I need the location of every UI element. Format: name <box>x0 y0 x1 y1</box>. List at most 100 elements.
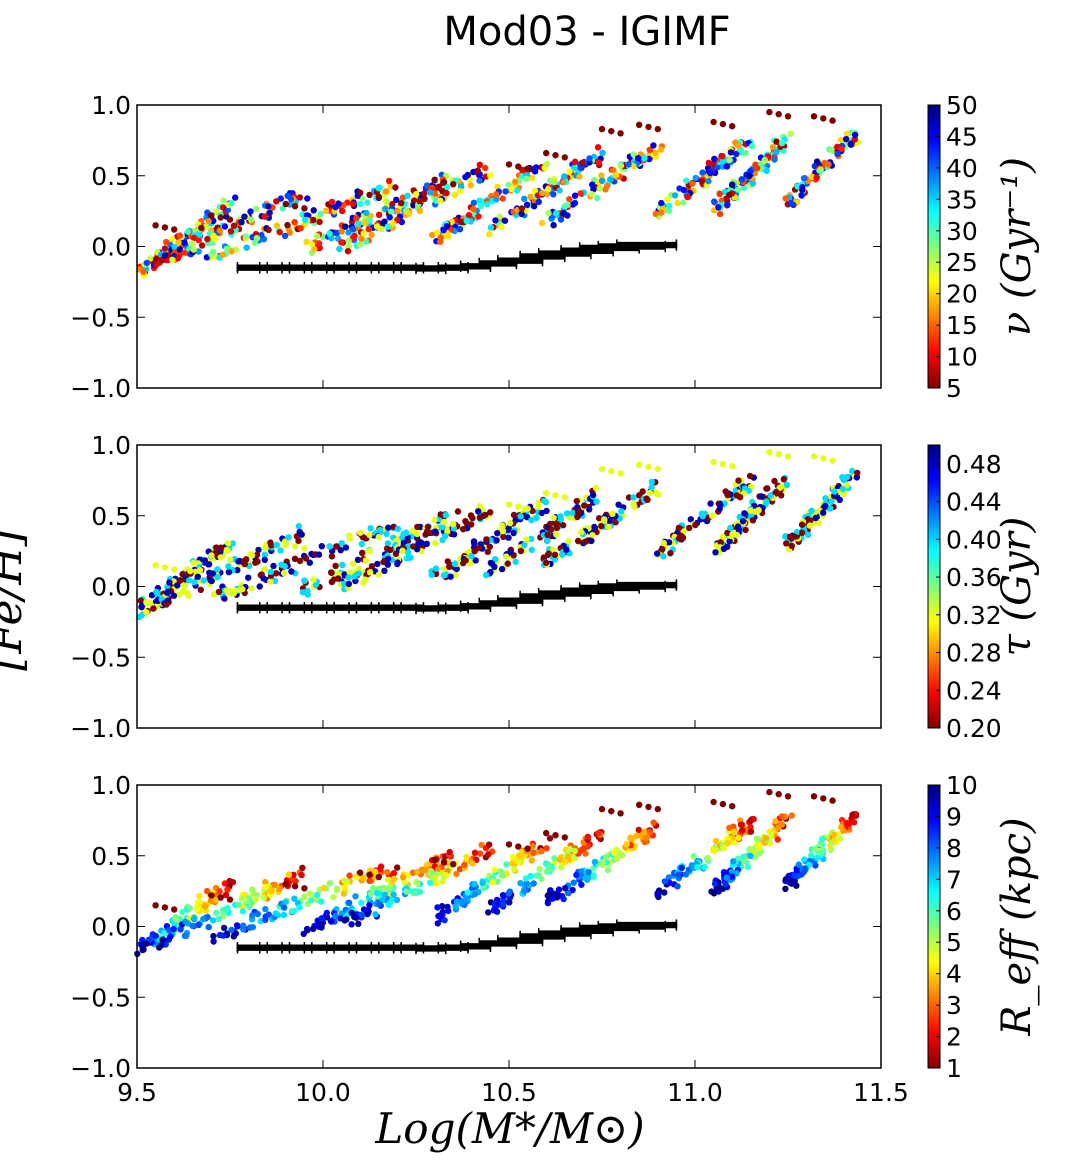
data-point <box>589 181 596 188</box>
data-point <box>724 201 731 208</box>
data-point <box>246 903 253 910</box>
data-point <box>369 884 377 892</box>
data-point <box>204 913 211 921</box>
data-point <box>749 517 757 524</box>
data-point <box>301 205 308 212</box>
data-point <box>588 190 595 198</box>
data-point <box>485 851 492 858</box>
data-point <box>591 524 598 531</box>
data-point <box>375 185 382 192</box>
data-point <box>516 859 523 866</box>
data-point <box>545 185 552 193</box>
data-point <box>717 539 724 546</box>
data-point <box>634 155 642 162</box>
data-point <box>290 871 297 878</box>
data-point <box>612 519 619 526</box>
data-point <box>531 187 539 194</box>
data-point <box>784 793 792 800</box>
data-point <box>291 543 299 550</box>
data-point <box>333 885 341 892</box>
data-point <box>265 203 272 210</box>
data-point <box>358 235 365 242</box>
data-point <box>212 909 220 916</box>
data-point <box>367 525 374 532</box>
data-point <box>482 511 489 519</box>
data-point <box>598 805 606 813</box>
chart-title: Mod03 - IGIMF <box>443 9 730 55</box>
data-point <box>387 546 394 554</box>
data-point <box>345 229 352 236</box>
data-point <box>577 164 584 172</box>
data-point <box>502 188 509 195</box>
data-point <box>437 511 444 518</box>
data-point <box>452 903 459 910</box>
data-point <box>512 178 519 185</box>
data-point <box>310 207 317 214</box>
data-point <box>505 890 512 897</box>
data-point <box>301 577 308 584</box>
data-point <box>608 808 615 815</box>
data-point <box>848 467 856 475</box>
data-point <box>772 818 779 825</box>
data-point <box>217 894 224 901</box>
data-point <box>508 185 515 192</box>
data-point <box>405 554 412 561</box>
data-point <box>599 149 606 156</box>
data-point <box>376 901 383 908</box>
data-point <box>152 562 159 569</box>
colorbar-tick-label: 0.20 <box>946 714 1002 743</box>
data-point <box>256 583 263 590</box>
data-point <box>298 871 305 879</box>
data-point <box>719 120 727 128</box>
data-point <box>306 559 313 566</box>
data-point <box>820 455 827 462</box>
data-point <box>291 203 299 210</box>
data-point <box>358 540 365 548</box>
data-point <box>427 189 434 196</box>
y-tick-label: 0.0 <box>91 233 131 262</box>
observed-errorbars <box>236 239 678 275</box>
data-point <box>829 457 836 464</box>
data-point <box>228 200 235 207</box>
data-point <box>716 190 723 198</box>
data-point <box>761 156 768 164</box>
data-point <box>540 554 548 561</box>
colorbar-tick-label: 6 <box>946 897 962 926</box>
data-point <box>675 871 682 878</box>
data-point <box>453 565 460 573</box>
data-point <box>728 873 736 880</box>
data-point <box>358 899 365 906</box>
data-point <box>444 528 451 535</box>
data-point <box>262 878 269 886</box>
data-point <box>270 562 277 570</box>
data-point <box>394 864 401 871</box>
data-point <box>476 197 483 204</box>
data-point <box>416 197 423 205</box>
data-point <box>494 530 501 537</box>
data-point <box>686 524 693 532</box>
data-point <box>251 239 259 247</box>
panel-tau: 1.0 0.5 0.0 −0.5 −1.0 0.20 0.24 0.28 0.32 0.36 0.4… <box>70 431 1040 743</box>
data-point <box>356 241 364 248</box>
data-point <box>488 560 496 567</box>
data-point <box>726 156 733 164</box>
data-point <box>363 209 370 217</box>
data-point <box>435 866 442 873</box>
data-point <box>705 177 712 185</box>
data-point <box>598 172 605 179</box>
data-point <box>267 568 275 576</box>
data-point <box>589 491 597 499</box>
data-point <box>758 493 765 500</box>
data-point <box>393 196 400 203</box>
data-point <box>543 489 550 497</box>
data-point <box>726 824 733 832</box>
data-point <box>683 177 690 184</box>
data-point <box>474 167 481 174</box>
data-point <box>506 899 513 906</box>
data-point <box>463 217 470 225</box>
data-point <box>729 123 736 130</box>
data-point <box>533 514 540 522</box>
colorbar-label: τ (Gyr) <box>994 517 1040 657</box>
data-point <box>179 908 186 916</box>
data-point <box>609 510 616 517</box>
